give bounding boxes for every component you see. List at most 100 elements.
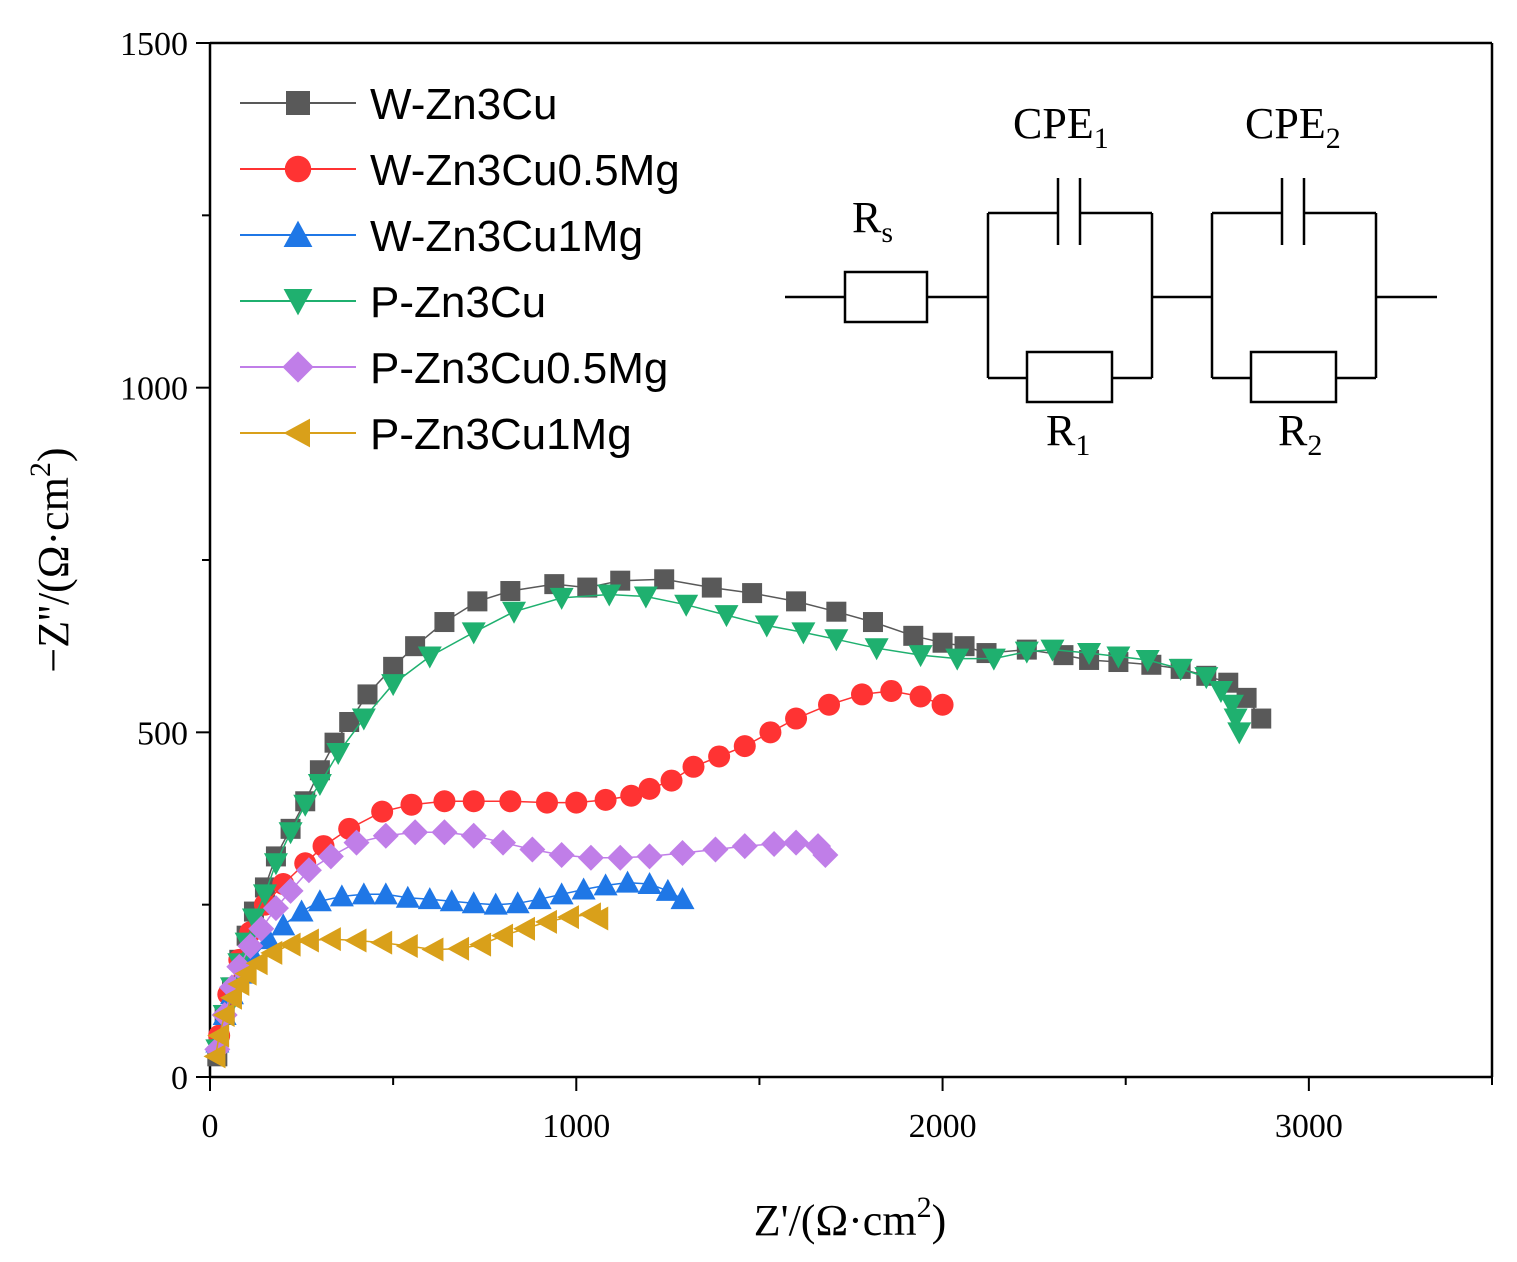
series-line-3 [216,593,1241,1050]
data-point-5-10 [318,927,341,952]
data-point-1-16 [594,788,617,811]
data-point-0-41 [1251,708,1272,729]
data-point-3-5 [241,908,266,931]
data-point-3-9 [293,794,318,817]
circuit-resistor-r2 [1249,350,1338,404]
data-point-3-29 [1014,641,1039,664]
data-point-3-36 [1208,680,1233,703]
data-point-1-20 [682,755,705,778]
data-point-3-19 [633,586,658,609]
data-point-3-13 [381,674,406,697]
data-point-4-6 [262,895,289,922]
data-point-0-12 [339,711,360,732]
data-point-1-17 [620,784,643,807]
data-point-2-5 [256,927,281,950]
data-point-3-26 [908,645,933,668]
data-point-2-22 [615,870,640,893]
data-point-1-12 [462,790,485,813]
data-point-2-23 [637,871,662,894]
data-point-2-21 [593,873,618,896]
data-point-2-14 [439,889,464,912]
data-point-1-18 [638,777,661,800]
data-point-5-15 [447,936,470,961]
data-point-4-14 [460,822,487,849]
data-point-2-9 [329,884,354,907]
data-point-2-6 [271,913,296,936]
data-point-3-35 [1194,667,1219,690]
data-point-3-20 [674,594,699,617]
data-point-1-25 [818,693,841,716]
data-point-4-9 [317,843,344,870]
data-point-4-20 [636,843,663,870]
data-point-0-20 [577,577,598,598]
data-point-3-10 [307,774,332,797]
data-point-0-26 [826,601,847,622]
data-point-3-15 [461,622,486,645]
data-point-5-12 [370,930,393,955]
data-point-5-13 [395,934,418,959]
data-point-5-18 [513,916,536,941]
data-point-5-14 [421,937,444,962]
data-point-5-17 [491,923,514,948]
y-tick-label-3: 1500 [120,26,188,63]
data-point-2-7 [289,899,314,922]
circuit-label-cpe2: CPE2 [1245,99,1341,155]
data-point-1-28 [909,685,932,708]
data-point-0-16 [434,612,455,633]
legend-label-1: W-Zn3Cu0.5Mg [370,146,680,195]
data-point-1-15 [565,791,588,814]
data-point-5-2 [212,1002,235,1027]
data-point-3-34 [1168,658,1193,681]
data-point-5-6 [245,951,268,976]
data-point-1-10 [400,793,423,816]
data-point-3-25 [864,638,889,661]
x-tick-label-2: 2000 [909,1108,977,1145]
series-layer [203,569,1272,1069]
data-point-4-10 [343,829,370,856]
data-point-4-5 [248,915,275,942]
data-point-5-19 [534,909,557,934]
data-point-2-13 [417,887,442,910]
legend-label-4: P-Zn3Cu0.5Mg [370,344,668,393]
x-tick-label-1: 1000 [542,1108,610,1145]
data-point-4-15 [490,829,517,856]
data-point-2-24 [655,878,680,901]
data-point-3-7 [263,853,288,876]
data-point-1-14 [535,791,558,814]
data-point-3-24 [824,629,849,652]
data-point-4-16 [519,836,546,863]
circuit-resistor-r1 [1025,350,1114,404]
legend-marker-1 [284,155,312,183]
data-point-4-13 [431,819,458,846]
data-point-4-25 [783,829,810,856]
data-point-1-19 [660,769,683,792]
data-point-0-23 [701,577,722,598]
data-point-4-17 [548,842,575,869]
data-point-3-23 [791,622,816,645]
y-tick-label-1: 500 [137,715,188,752]
data-point-2-25 [670,887,695,910]
data-point-0-24 [742,583,763,604]
series-line-4 [216,831,826,1050]
circuit-label-r1: R1 [1046,406,1090,462]
data-point-4-4 [237,933,264,960]
data-point-5-8 [278,932,301,957]
legend-label-3: P-Zn3Cu [370,278,546,327]
circuit-label-r2: R2 [1278,406,1322,462]
data-point-3-12 [351,708,376,731]
data-point-0-27 [862,612,883,633]
data-point-0-17 [467,591,488,612]
legend-marker-2 [283,220,313,247]
data-point-5-7 [260,940,283,965]
data-point-2-10 [351,882,376,905]
data-point-3-17 [549,587,574,610]
data-point-1-9 [371,800,394,823]
legend-label-2: W-Zn3Cu1Mg [370,212,643,261]
data-point-3-6 [252,884,277,907]
data-point-1-21 [708,745,731,768]
data-point-1-11 [433,790,456,813]
data-point-4-7 [277,877,304,904]
x-tick-label-3: 3000 [1275,1108,1343,1145]
plot-frame [208,41,1494,1079]
data-point-0-22 [654,569,675,590]
